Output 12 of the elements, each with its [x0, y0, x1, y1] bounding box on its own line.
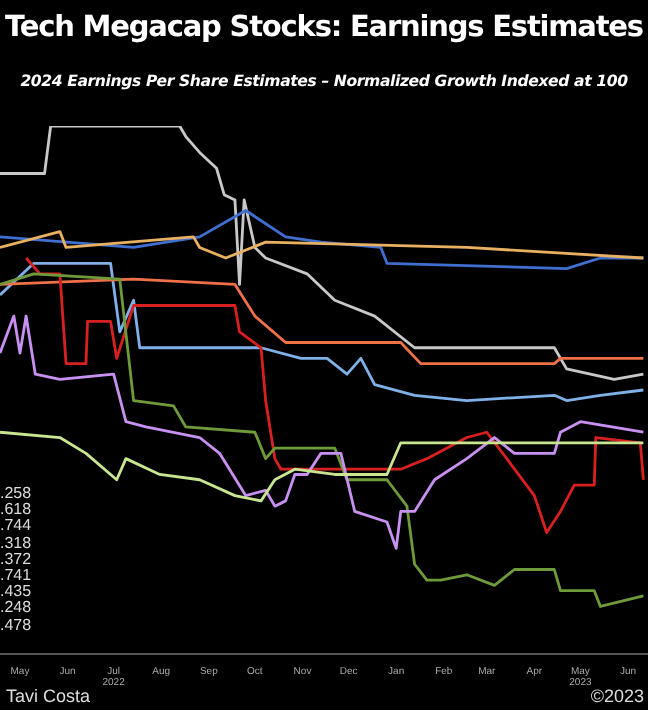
text: .478: [0, 615, 32, 634]
text: .744: [0, 516, 32, 535]
text: Tavi Costa: [6, 686, 91, 706]
chart-title: Tech Megacap Stocks: Earnings Estimates: [3, 12, 645, 44]
text: .435: [0, 582, 32, 601]
text: .741: [0, 566, 32, 585]
text: .372: [0, 549, 32, 568]
text: .618: [0, 500, 32, 519]
text: ©2023: [590, 686, 644, 706]
text: .258: [0, 484, 32, 502]
text: .248: [0, 598, 32, 617]
text: .318: [0, 533, 32, 552]
